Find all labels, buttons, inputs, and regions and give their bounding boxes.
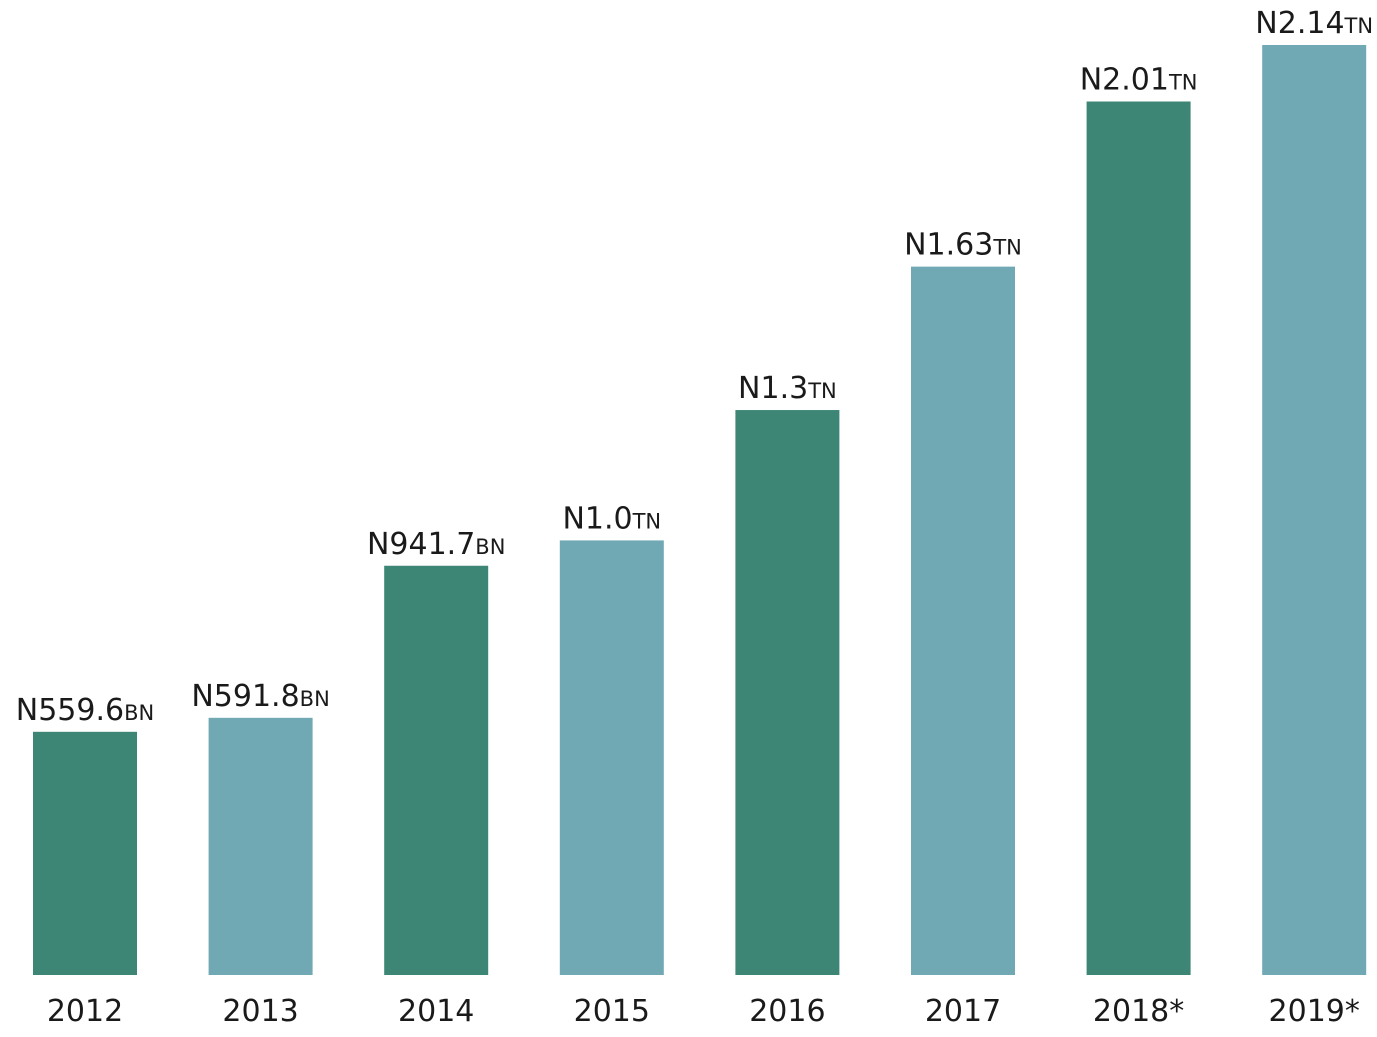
x-tick-label: 2013 <box>222 994 298 1029</box>
x-tick-label: 2018* <box>1093 994 1184 1029</box>
bar <box>911 266 1015 976</box>
value-label: N591.8bn <box>191 679 329 714</box>
bar <box>208 717 313 975</box>
value-label: N1.0tn <box>562 501 661 536</box>
x-tick-label: 2014 <box>398 994 474 1029</box>
value-label: N2.01tn <box>1080 62 1198 97</box>
value-label: N2.14tn <box>1255 6 1373 41</box>
x-tick-label: 2019* <box>1269 994 1360 1029</box>
value-label: N941.7bn <box>367 527 505 562</box>
x-tick-label: 2015 <box>574 994 650 1029</box>
bar <box>1086 101 1191 975</box>
bar <box>559 540 664 975</box>
x-tick-label: 2016 <box>749 994 825 1029</box>
x-tick-label: 2017 <box>925 994 1001 1029</box>
bar <box>1262 45 1367 975</box>
value-label: N1.3tn <box>738 371 837 406</box>
value-label: N559.6bn <box>16 693 154 728</box>
bar <box>384 565 489 975</box>
bar <box>735 410 840 975</box>
bar <box>33 731 137 975</box>
value-label: N1.63tn <box>904 228 1022 263</box>
x-tick-label: 2012 <box>47 994 123 1029</box>
